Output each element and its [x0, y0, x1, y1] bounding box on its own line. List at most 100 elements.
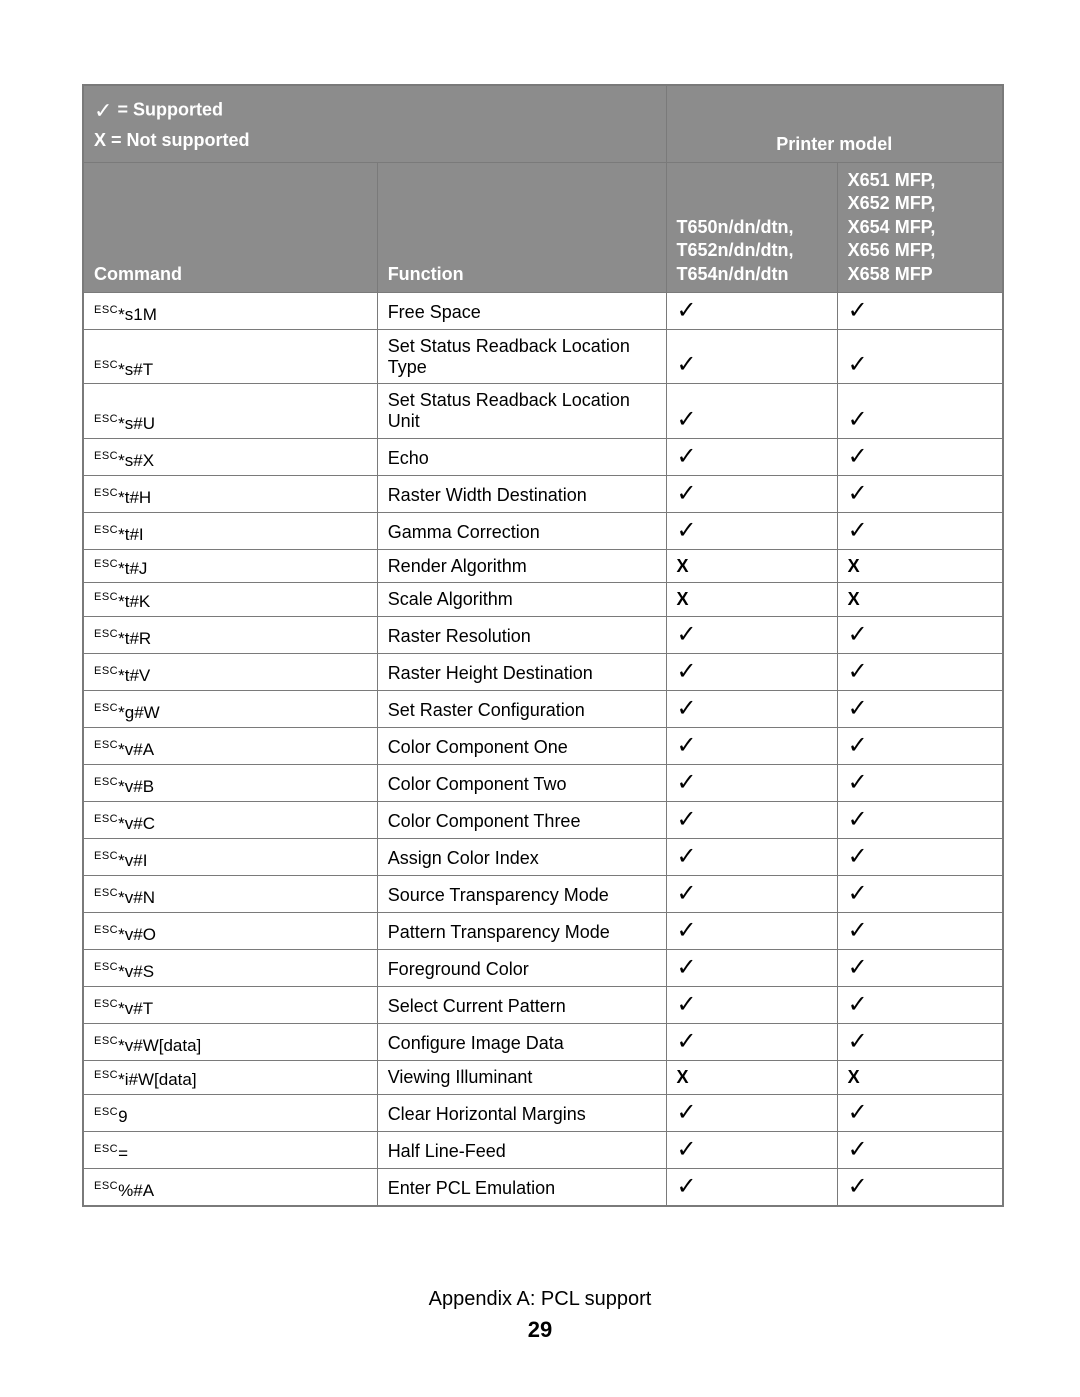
cell-model-2: ✓ — [837, 987, 1003, 1024]
cell-model-1: ✓ — [666, 384, 837, 438]
table-row: ESC*v#BColor Component Two✓✓ — [83, 765, 1003, 802]
table-row: ESC*t#RRaster Resolution✓✓ — [83, 617, 1003, 654]
cell-model-1: ✓ — [666, 1168, 837, 1206]
cell-command: ESC*t#K — [83, 583, 377, 617]
cell-model-1: ✓ — [666, 438, 837, 475]
cell-function: Color Component Three — [377, 802, 666, 839]
cell-function: Viewing Illuminant — [377, 1061, 666, 1095]
table-body: ESC*s1MFree Space✓✓ESC*s#TSet Status Rea… — [83, 292, 1003, 1205]
cell-function: Raster Height Destination — [377, 654, 666, 691]
table-row: ESC*v#AColor Component One✓✓ — [83, 728, 1003, 765]
cell-model-2: ✓ — [837, 1094, 1003, 1131]
cell-command: ESC*v#B — [83, 765, 377, 802]
cell-model-2: ✓ — [837, 438, 1003, 475]
cell-command: ESC*s#X — [83, 438, 377, 475]
table-row: ESC*i#W[data]Viewing IlluminantXX — [83, 1061, 1003, 1095]
table-row: ESC*t#VRaster Height Destination✓✓ — [83, 654, 1003, 691]
table-row: ESC*s#XEcho✓✓ — [83, 438, 1003, 475]
table-row: ESC*v#OPattern Transparency Mode✓✓ — [83, 913, 1003, 950]
table-row: ESC*t#KScale AlgorithmXX — [83, 583, 1003, 617]
cell-model-1: ✓ — [666, 950, 837, 987]
cell-model-2: ✓ — [837, 475, 1003, 512]
cell-function: Enter PCL Emulation — [377, 1168, 666, 1206]
cell-model-1: ✓ — [666, 512, 837, 549]
cell-model-2: ✓ — [837, 617, 1003, 654]
cell-function: Raster Width Destination — [377, 475, 666, 512]
cell-command: ESC*t#V — [83, 654, 377, 691]
table-row: ESC*v#CColor Component Three✓✓ — [83, 802, 1003, 839]
cell-model-2: ✓ — [837, 765, 1003, 802]
cell-function: Select Current Pattern — [377, 987, 666, 1024]
cell-command: ESC*v#W[data] — [83, 1024, 377, 1061]
cell-model-2: ✓ — [837, 512, 1003, 549]
cell-function: Source Transparency Mode — [377, 876, 666, 913]
cell-command: ESC*g#W — [83, 691, 377, 728]
table-row: ESC*s1MFree Space✓✓ — [83, 292, 1003, 329]
cell-model-2: ✓ — [837, 728, 1003, 765]
legend-supported: = Supported — [117, 99, 223, 119]
cell-command: ESC*v#S — [83, 950, 377, 987]
table-row: ESC*s#USet Status Readback Location Unit… — [83, 384, 1003, 438]
cell-model-1: ✓ — [666, 987, 837, 1024]
cell-function: Scale Algorithm — [377, 583, 666, 617]
cell-model-2: ✓ — [837, 384, 1003, 438]
header-model-2: X651 MFP, X652 MFP, X654 MFP, X656 MFP, … — [837, 163, 1003, 293]
cell-function: Clear Horizontal Margins — [377, 1094, 666, 1131]
cell-command: ESC*t#H — [83, 475, 377, 512]
header-printer-model: Printer model — [666, 85, 1003, 163]
cell-function: Pattern Transparency Mode — [377, 913, 666, 950]
table-row: ESC%#AEnter PCL Emulation✓✓ — [83, 1168, 1003, 1206]
cell-model-1: X — [666, 1061, 837, 1095]
footer-page-number: 29 — [0, 1317, 1080, 1343]
table-row: ESC*v#SForeground Color✓✓ — [83, 950, 1003, 987]
table-row: ESC*t#JRender AlgorithmXX — [83, 549, 1003, 583]
cell-model-1: ✓ — [666, 839, 837, 876]
cell-function: Raster Resolution — [377, 617, 666, 654]
cell-function: Set Raster Configuration — [377, 691, 666, 728]
cell-model-1: X — [666, 549, 837, 583]
cell-model-2: X — [837, 1061, 1003, 1095]
table-row: ESC*t#IGamma Correction✓✓ — [83, 512, 1003, 549]
cell-model-1: X — [666, 583, 837, 617]
table-row: ESC*v#W[data]Configure Image Data✓✓ — [83, 1024, 1003, 1061]
cell-function: Assign Color Index — [377, 839, 666, 876]
cell-model-2: ✓ — [837, 839, 1003, 876]
check-icon: ✓ — [94, 98, 112, 123]
table-row: ESC*t#HRaster Width Destination✓✓ — [83, 475, 1003, 512]
cell-model-1: ✓ — [666, 691, 837, 728]
cell-model-2: ✓ — [837, 1131, 1003, 1168]
cell-model-1: ✓ — [666, 1131, 837, 1168]
cell-model-2: ✓ — [837, 292, 1003, 329]
cell-command: ESC9 — [83, 1094, 377, 1131]
cell-model-2: ✓ — [837, 654, 1003, 691]
cell-command: ESC*v#C — [83, 802, 377, 839]
cell-model-1: ✓ — [666, 765, 837, 802]
table-row: ESC*v#TSelect Current Pattern✓✓ — [83, 987, 1003, 1024]
cell-model-2: X — [837, 583, 1003, 617]
cell-model-2: ✓ — [837, 913, 1003, 950]
cell-command: ESC*t#I — [83, 512, 377, 549]
cell-command: ESC*v#I — [83, 839, 377, 876]
cell-command: ESC*t#J — [83, 549, 377, 583]
cell-model-1: ✓ — [666, 913, 837, 950]
cell-command: ESC*v#A — [83, 728, 377, 765]
cell-function: Foreground Color — [377, 950, 666, 987]
cell-model-2: ✓ — [837, 802, 1003, 839]
cell-command: ESC*t#R — [83, 617, 377, 654]
cell-model-2: ✓ — [837, 876, 1003, 913]
legend-not-supported: X = Not supported — [94, 127, 656, 154]
header-model-1: T650n/dn/dtn, T652n/dn/dtn, T654n/dn/dtn — [666, 163, 837, 293]
cell-model-1: ✓ — [666, 1094, 837, 1131]
cell-function: Free Space — [377, 292, 666, 329]
footer-title: Appendix A: PCL support — [0, 1288, 1080, 1311]
table-row: ESC*v#NSource Transparency Mode✓✓ — [83, 876, 1003, 913]
cell-model-2: ✓ — [837, 1024, 1003, 1061]
table-row: ESC9Clear Horizontal Margins✓✓ — [83, 1094, 1003, 1131]
cell-model-1: ✓ — [666, 292, 837, 329]
cell-model-1: ✓ — [666, 475, 837, 512]
cell-model-1: ✓ — [666, 329, 837, 383]
header-function: Function — [377, 163, 666, 293]
cell-function: Render Algorithm — [377, 549, 666, 583]
cell-function: Echo — [377, 438, 666, 475]
cell-model-1: ✓ — [666, 802, 837, 839]
